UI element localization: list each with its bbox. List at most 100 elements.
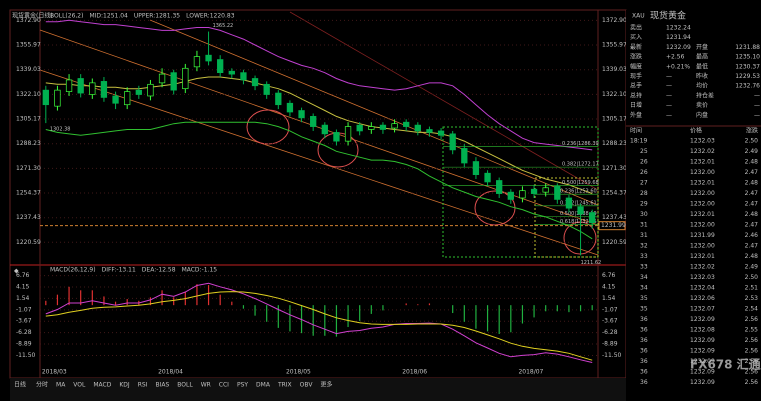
indicator-tab[interactable]: VOL	[73, 382, 86, 389]
trade-cell: 1232.01	[690, 159, 715, 166]
indicator-tab[interactable]: 分时	[36, 381, 48, 389]
trade-cell: 32	[640, 243, 648, 250]
quote-panel	[626, 10, 761, 401]
candle-body	[240, 72, 247, 81]
quote-field: 卖出	[630, 24, 642, 32]
quote-field: 开盘	[696, 43, 708, 51]
indicator-tab[interactable]: DMA	[256, 382, 271, 389]
quote-field: 内盘	[696, 111, 708, 119]
trade-cell: 2.50	[745, 274, 759, 281]
quote-value: —	[666, 83, 672, 90]
y-tick-label: 1271.30	[16, 165, 41, 172]
y-tick-label: -3.67	[16, 318, 32, 325]
y-tick-label: 6.76	[16, 272, 30, 279]
quote-field: 卖价	[696, 102, 708, 109]
candle-body	[368, 126, 375, 130]
quote-field: 昨收	[696, 72, 708, 80]
indicator-tab[interactable]: CCI	[219, 382, 229, 389]
candle-body	[530, 188, 538, 194]
trade-cell: 1232.04	[690, 285, 715, 292]
y-tick-label: 1305.17	[602, 116, 627, 123]
trade-header: 价格	[690, 127, 702, 135]
price-marker: 1302.38	[50, 127, 71, 133]
candle-body	[158, 73, 166, 84]
candle-body	[310, 116, 317, 127]
trade-cell: 2.47	[745, 190, 759, 197]
candle-body	[182, 67, 189, 90]
candle-body	[472, 161, 480, 176]
quote-value: —	[754, 112, 760, 119]
indicator-tab[interactable]: RSI	[138, 382, 148, 389]
quote-value: +2.56	[666, 54, 685, 61]
candle-body	[507, 191, 514, 200]
trade-cell: 2.49	[745, 264, 759, 271]
y-tick-label: 1.54	[16, 295, 30, 302]
indicator-tab[interactable]: MACD	[93, 382, 111, 389]
quote-value: 1230.37	[735, 63, 760, 70]
y-tick-label: 1372.90	[602, 17, 627, 24]
quote-value: 1232.24	[666, 25, 691, 32]
candle-body	[403, 121, 410, 127]
quote-value: —	[754, 102, 760, 109]
trade-cell: 2.56	[745, 358, 759, 365]
quote-value: —	[666, 73, 672, 80]
indicator-tab[interactable]: OBV	[300, 382, 314, 389]
indicator-tab[interactable]: 更多	[320, 381, 332, 389]
indicator-tab[interactable]: KDJ	[119, 382, 130, 389]
trade-cell: 25	[640, 148, 648, 155]
indicator-label: BOLL(26,2)	[50, 13, 83, 20]
fib-label: 0.618|1232.75	[560, 219, 597, 225]
period-tab[interactable]: 日线	[14, 381, 26, 389]
trade-cell: 2.56	[745, 337, 759, 344]
candle-body	[542, 187, 549, 193]
trade-cell: 2.56	[745, 348, 759, 355]
y-tick-label: 1305.17	[16, 116, 41, 123]
trade-cell: 1232.07	[690, 306, 715, 313]
trade-cell: 2.46	[745, 232, 759, 239]
trade-cell: 1232.09	[690, 337, 715, 344]
indicator-line	[45, 291, 593, 361]
quote-value: +0.21%	[666, 63, 690, 70]
y-tick-label: 1372.90	[16, 17, 41, 24]
trade-cell: 1232.08	[690, 327, 715, 334]
trade-cell: 2.47	[745, 201, 759, 208]
indicator-tab[interactable]: WR	[201, 382, 211, 389]
indicator-tab[interactable]: BIAS	[155, 382, 169, 389]
trade-cell: 2.54	[745, 306, 759, 313]
indicator-line	[45, 19, 593, 151]
trade-cell: 2.51	[745, 285, 759, 292]
y-tick-label: 1254.37	[602, 190, 627, 197]
y-tick-label: 1339.03	[602, 66, 627, 73]
trade-cell: 31	[640, 222, 648, 229]
candle-body	[263, 83, 270, 95]
indicator-tab[interactable]: MA	[56, 382, 66, 389]
indicator-tab[interactable]: PSY	[237, 382, 248, 389]
trade-cell: 30	[640, 211, 648, 218]
candle-body	[54, 89, 61, 107]
indicator-label: LOWER:1220.83	[186, 13, 235, 20]
watermark: FX678 汇通网	[690, 357, 761, 372]
y-tick-label: 1220.59	[16, 239, 41, 246]
quote-field: 买入	[630, 33, 642, 41]
quote-field: 总持	[630, 91, 642, 99]
y-tick-label: 1355.97	[16, 42, 41, 49]
quote-value: —	[666, 102, 672, 109]
trade-cell: 1232.03	[690, 138, 715, 145]
y-tick-label: 1288.23	[16, 140, 41, 147]
indicator-label: DEA:-12.58	[142, 267, 176, 274]
indicator-tab[interactable]: BOLL	[177, 382, 193, 389]
candle-body	[519, 190, 526, 199]
indicator-label: MACD(26,12,9)	[50, 267, 96, 274]
trade-cell: 27	[640, 180, 648, 187]
candle-body	[77, 78, 84, 94]
trade-cell: 2.48	[745, 211, 759, 218]
price-marker: 1365.22	[213, 23, 234, 29]
y-tick-label: 1237.43	[16, 214, 41, 221]
indicator-line	[45, 76, 593, 195]
trade-cell: 2.50	[745, 138, 759, 145]
y-tick-label: -1.07	[16, 306, 32, 313]
y-tick-label: -1.07	[602, 306, 618, 313]
trade-cell: 18:19	[630, 138, 647, 145]
trade-header: 时间	[630, 127, 642, 135]
indicator-tab[interactable]: TRIX	[277, 382, 292, 389]
